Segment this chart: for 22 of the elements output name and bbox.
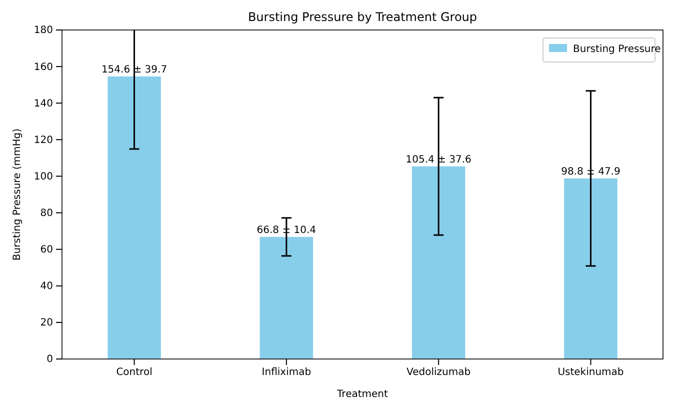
y-tick-label: 140 [34,98,53,110]
x-tick-label: Vedolizumab [406,367,471,378]
chart-title: Bursting Pressure by Treatment Group [248,10,478,24]
bar [260,236,314,359]
legend-label: Bursting Pressure [573,44,661,55]
y-tick-label: 20 [40,318,53,329]
y-tick-label: 0 [46,354,53,366]
x-axis-title: Treatment [336,389,388,400]
x-tick-label: Ustekinumab [558,367,624,378]
y-tick-label: 40 [40,281,53,292]
y-tick-label: 160 [34,62,53,73]
bar [108,76,161,359]
y-tick-label: 60 [40,244,53,256]
y-tick-label: 100 [34,171,53,182]
y-axis-title: Bursting Pressure (mmHg) [12,128,23,261]
x-tick-label: Infliximab [262,367,312,378]
x-tick-label: Control [116,367,152,378]
bar [564,178,618,359]
y-tick-label: 180 [34,25,53,36]
y-tick-label: 80 [40,208,53,219]
y-tick-label: 120 [34,134,53,146]
bar [412,166,466,359]
